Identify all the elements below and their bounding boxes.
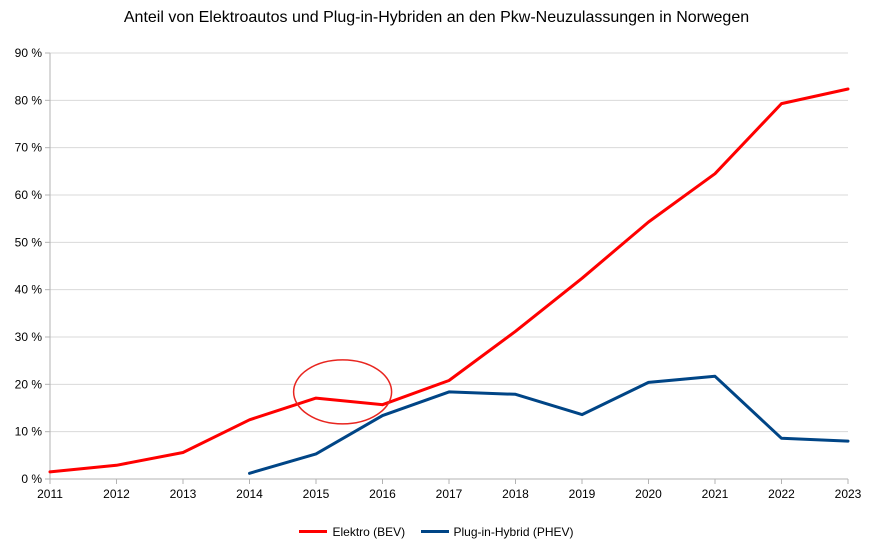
x-axis-tick-labels: 2011 2012 2013 2014 2015 2016 2017 2018 2019 2020… [37,487,862,501]
x-tick-label: 2023 [835,487,862,501]
legend: Elektro (BEV) Plug-in-Hybrid (PHEV) [0,522,873,539]
y-tick-label: 30 % [15,330,43,344]
x-tick-label: 2019 [569,487,596,501]
series-line-phev [248,374,850,475]
y-tick-label: 10 % [15,425,43,439]
y-tick-label: 80 % [15,93,43,107]
x-tick-label: 2021 [702,487,729,501]
x-tick-label: 2020 [635,487,662,501]
y-tick-label: 70 % [15,141,43,155]
chart-title: Anteil von Elektroautos und Plug-in-Hybr… [123,9,750,26]
y-tick-label: 40 % [15,283,43,297]
x-tick-label: 2018 [502,487,529,501]
y-tick-label: 60 % [15,188,43,202]
annotation-ellipse [292,359,393,425]
legend-item-phev: Plug-in-Hybrid (PHEV) [420,524,574,539]
x-tick-label: 2016 [369,487,396,501]
y-tick-label: 0 % [21,472,42,486]
series-lines [48,87,850,475]
y-axis-tick-labels: 0 % 10 % 20 % 30 % 40 % 50 % 60 % 70 % 80 % 90 % [15,46,43,486]
y-tick-label: 20 % [15,377,43,391]
x-tick-label: 2014 [236,487,263,501]
x-tick-label: 2017 [436,487,463,501]
legend-label-phev: Plug-in-Hybrid (PHEV) [453,524,574,539]
y-tick-label: 90 % [15,46,43,60]
grid-lines [50,52,848,480]
x-tick-label: 2015 [303,487,330,501]
legend-label-bev: Elektro (BEV) [332,524,406,539]
x-tick-label: 2012 [103,487,130,501]
legend-swatch-phev [420,530,449,533]
series-line-bev [48,87,850,474]
legend-item-bev: Elektro (BEV) [299,525,405,539]
y-tick-label: 50 % [15,235,43,249]
x-tick-label: 2011 [37,487,63,501]
legend-swatch-bev [299,530,328,533]
axes [45,52,849,484]
annotations [292,359,393,425]
x-tick-label: 2013 [170,487,197,501]
x-tick-label: 2022 [768,487,795,501]
